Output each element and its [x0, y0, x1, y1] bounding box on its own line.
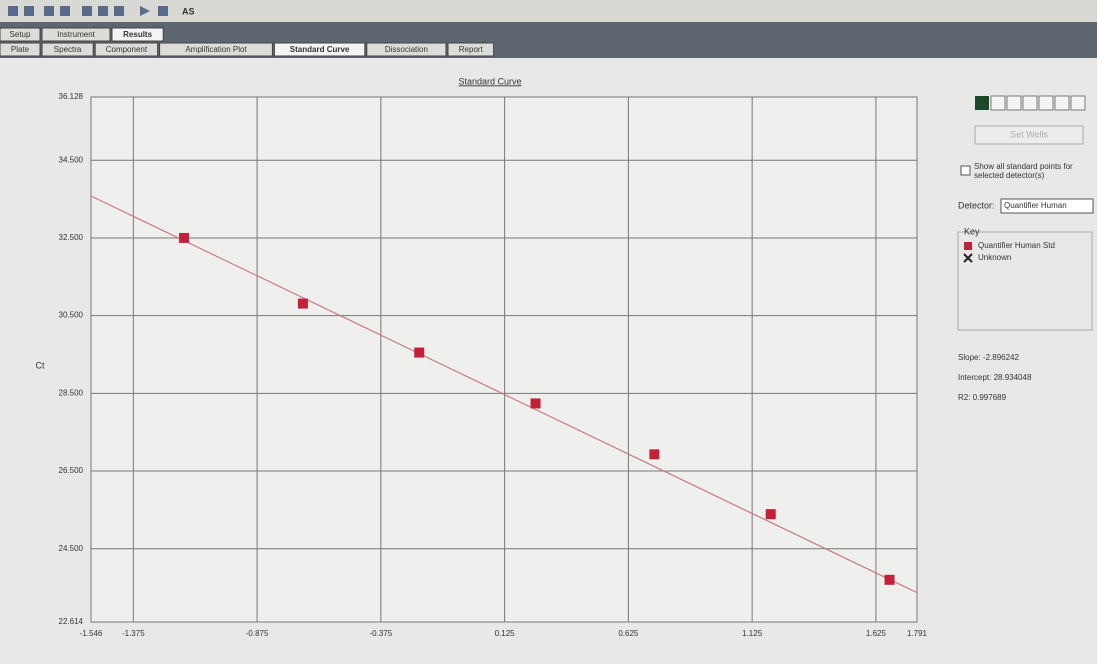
- tool[interactable]: [1007, 96, 1021, 110]
- x-tick-label: 0.125: [495, 629, 516, 638]
- y-tick-label: 26.500: [59, 466, 84, 475]
- tab-label: Amplification Plot: [185, 45, 247, 54]
- x-tick-label: 1.125: [742, 629, 763, 638]
- checkbox[interactable]: [961, 166, 970, 175]
- button-label: Set Wells: [1010, 129, 1048, 139]
- chart-title: Standard Curve: [458, 76, 521, 86]
- legend-label: Quantifier Human Std: [978, 241, 1055, 250]
- point: [298, 299, 308, 309]
- x-tick-label: -0.375: [370, 629, 393, 638]
- icon[interactable]: [114, 6, 124, 16]
- legend-label: Unknown: [978, 253, 1011, 262]
- point: [649, 449, 659, 459]
- screen: AS Standard Curve Ct Set Wells Show all …: [0, 0, 1097, 664]
- stat: Intercept: 28.934048: [958, 373, 1032, 382]
- toolbar-text: AS: [182, 6, 195, 16]
- icon[interactable]: [44, 6, 54, 16]
- x-tick-label: 1.625: [866, 629, 887, 638]
- point: [179, 233, 189, 243]
- x-tick-label: -1.546: [80, 629, 103, 638]
- detector-label: Detector:: [958, 200, 995, 210]
- icon[interactable]: [24, 6, 34, 16]
- detector-value: Quantifier Human: [1004, 201, 1067, 210]
- point: [766, 509, 776, 519]
- tab-label: Report: [459, 45, 484, 54]
- tab-label: Results: [123, 30, 152, 39]
- point: [531, 398, 541, 408]
- tool-buttons: [975, 96, 1085, 110]
- tab-label: Plate: [11, 45, 30, 54]
- icon[interactable]: [158, 6, 168, 16]
- point: [885, 575, 895, 585]
- tool[interactable]: [1023, 96, 1037, 110]
- tool[interactable]: [991, 96, 1005, 110]
- plot-area: [91, 97, 917, 622]
- tab-label: Dissociation: [385, 45, 428, 54]
- tab-label: Standard Curve: [290, 45, 350, 54]
- point: [414, 348, 424, 358]
- page: AS Standard Curve Ct Set Wells Show all …: [0, 0, 1097, 664]
- tool[interactable]: [975, 96, 989, 110]
- stat: Slope: -2.896242: [958, 353, 1019, 362]
- key-title: Key: [964, 226, 980, 236]
- icon[interactable]: [8, 6, 18, 16]
- tab-label: Instrument: [57, 30, 96, 39]
- tool[interactable]: [1055, 96, 1069, 110]
- y-tick-label: 34.500: [59, 155, 84, 164]
- legend-marker: [964, 242, 972, 250]
- icon[interactable]: [60, 6, 70, 16]
- stat: R2: 0.997689: [958, 393, 1007, 402]
- x-tick-label: 0.625: [618, 629, 639, 638]
- y-axis-label: Ct: [36, 360, 45, 370]
- x-tick-label: -0.875: [246, 629, 269, 638]
- y-tick-label: 22.614: [59, 617, 84, 626]
- x-tick-label: 1.791: [907, 629, 928, 638]
- tool[interactable]: [1071, 96, 1085, 110]
- y-tick-label: 28.500: [59, 388, 84, 397]
- icon[interactable]: [98, 6, 108, 16]
- tab-label: Component: [106, 45, 148, 54]
- icon[interactable]: [82, 6, 92, 16]
- y-tick-label: 32.500: [59, 233, 84, 242]
- checkbox-label: Show all standard points for selected de…: [974, 162, 1094, 180]
- y-tick-label: 36.128: [59, 92, 84, 101]
- checkbox-label-box: Show all standard points for selected de…: [974, 162, 1094, 188]
- x-tick-label: -1.375: [122, 629, 145, 638]
- y-tick-label: 24.500: [59, 544, 84, 553]
- tab-label: Setup: [10, 30, 31, 39]
- y-tick-label: 30.500: [59, 311, 84, 320]
- tab-label: Spectra: [54, 45, 82, 54]
- tool[interactable]: [1039, 96, 1053, 110]
